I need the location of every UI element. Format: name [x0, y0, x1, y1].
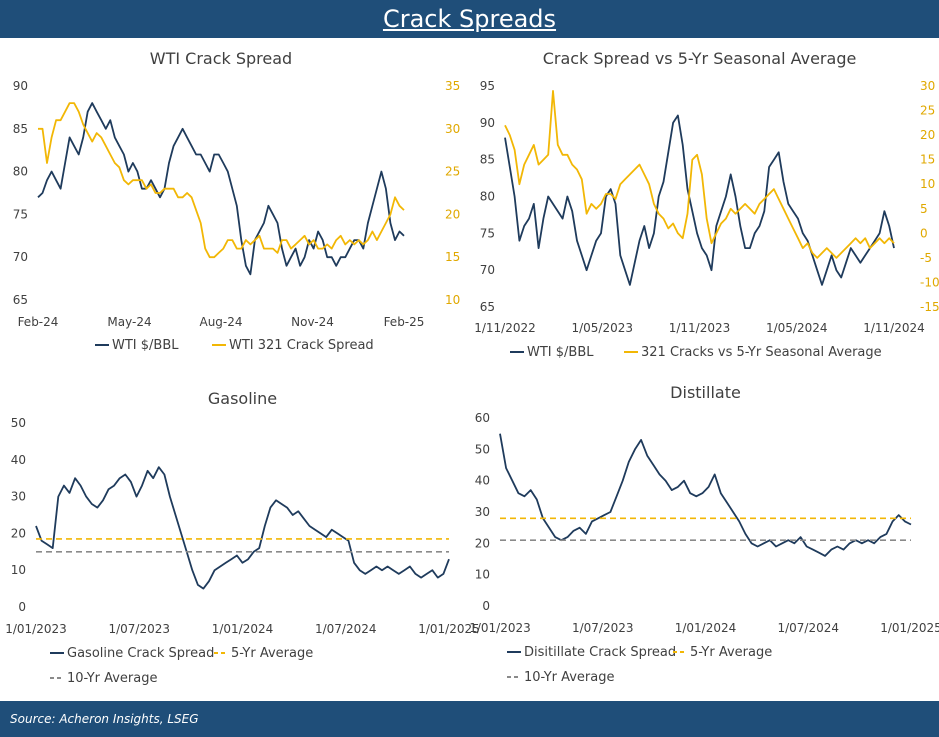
chart-wti-y2tick: 25	[445, 165, 460, 179]
chart-wti-xtick: May-24	[107, 315, 151, 329]
chart-seasonal-ytick: 85	[480, 153, 495, 167]
chart-wti-ytick: 85	[13, 122, 28, 136]
chart-distillate-xtick: 1/07/2024	[777, 621, 839, 635]
chart-gasoline-ytick: 20	[11, 526, 26, 540]
chart-wti-y2tick: 30	[445, 122, 460, 136]
chart-distillate-ytick: 0	[482, 599, 490, 613]
chart-seasonal-y2tick: 0	[920, 226, 928, 240]
chart-gasoline-ytick: 40	[11, 453, 26, 467]
chart-distillate-ytick: 10	[475, 568, 490, 582]
chart-gasoline-title: Gasoline	[208, 389, 277, 408]
chart-seasonal-y2tick: 15	[920, 153, 935, 167]
chart-seasonal-series-wti-bbl	[504, 114, 895, 286]
chart-seasonal-y2tick: 10	[920, 177, 935, 191]
chart-wti-legend-label: WTI 321 Crack Spread	[229, 338, 374, 353]
chart-distillate-title: Distillate	[670, 383, 741, 402]
chart-wti-ytick: 65	[13, 293, 28, 307]
chart-gasoline-ytick: 10	[11, 563, 26, 577]
chart-gasoline-ytick: 30	[11, 490, 26, 504]
chart-gasoline-legend-label: 5-Yr Average	[231, 646, 313, 661]
chart-wti-xtick: Aug-24	[199, 315, 242, 329]
chart-seasonal-y2tick: 25	[920, 104, 935, 118]
chart-gasoline-series-gasoline-crack-spread	[35, 466, 450, 590]
chart-wti-xtick: Feb-24	[18, 315, 59, 329]
chart-seasonal-ytick: 65	[480, 300, 495, 314]
chart-gasoline-xtick: 1/07/2024	[315, 622, 377, 636]
chart-seasonal-ytick: 70	[480, 263, 495, 277]
chart-seasonal-xtick: 1/11/2024	[863, 321, 925, 335]
chart-wti-series-wti-321-crack-spread	[38, 102, 405, 259]
chart-seasonal-legend-label: 321 Cracks vs 5-Yr Seasonal Average	[641, 345, 882, 360]
chart-distillate-legend-label: Disitillate Crack Spread	[524, 645, 676, 660]
chart-seasonal-y2tick: 30	[920, 79, 935, 93]
chart-seasonal-y2tick: -10	[920, 275, 939, 289]
chart-gasoline-legend-label: Gasoline Crack Spread	[67, 646, 214, 661]
chart-wti-y2tick: 15	[445, 250, 460, 264]
chart-wti-ytick: 90	[13, 79, 28, 93]
chart-wti-ytick: 75	[13, 207, 28, 221]
chart-wti-y2tick: 20	[445, 207, 460, 221]
chart-seasonal-y2tick: 5	[920, 202, 928, 216]
chart-wti-title: WTI Crack Spread	[150, 49, 292, 68]
chart-gasoline-xtick: 1/01/2024	[212, 622, 274, 636]
chart-distillate-ytick: 50	[475, 442, 490, 456]
chart-gasoline-xtick: 1/01/2025	[418, 622, 480, 636]
chart-wti-legend-label: WTI $/BBL	[112, 338, 179, 353]
page-title: Crack Spreads	[382, 5, 557, 33]
chart-seasonal-series-321-cracks-vs-5-yr-seasonal-average	[504, 90, 895, 259]
chart-gasoline-xtick: 1/07/2023	[108, 622, 170, 636]
chart-distillate-xtick: 1/01/2023	[469, 621, 531, 635]
chart-distillate-xtick: 1/01/2025	[880, 621, 939, 635]
chart-wti-xtick: Nov-24	[291, 315, 334, 329]
chart-distillate-xtick: 1/07/2023	[572, 621, 634, 635]
chart-distillate-xtick: 1/01/2024	[675, 621, 737, 635]
chart-distillate-ytick: 20	[475, 536, 490, 550]
chart-wti-series-wti-bbl	[37, 102, 405, 276]
chart-wti-ytick: 70	[13, 250, 28, 264]
chart-distillate-legend-label: 5-Yr Average	[690, 645, 772, 660]
chart-wti-ytick: 80	[13, 165, 28, 179]
chart-seasonal-ytick: 90	[480, 116, 495, 130]
source-note: Source: Acheron Insights, LSEG	[10, 712, 199, 726]
chart-seasonal-xtick: 1/11/2023	[669, 321, 731, 335]
chart-seasonal-xtick: 1/11/2022	[474, 321, 536, 335]
chart-seasonal-ytick: 75	[480, 226, 495, 240]
chart-wti-y2tick: 10	[445, 293, 460, 307]
chart-gasoline-ytick: 0	[18, 600, 26, 614]
chart-distillate-series-disitillate-crack-spread	[499, 433, 912, 557]
page-header: Crack Spreads	[0, 0, 939, 38]
page-footer: Source: Acheron Insights, LSEG	[0, 701, 939, 737]
chart-distillate-ytick: 40	[475, 474, 490, 488]
chart-seasonal-title: Crack Spread vs 5-Yr Seasonal Average	[543, 49, 857, 68]
chart-seasonal-xtick: 1/05/2024	[766, 321, 828, 335]
chart-seasonal-ytick: 95	[480, 79, 495, 93]
chart-seasonal-legend-label: WTI $/BBL	[527, 345, 594, 360]
chart-distillate-ytick: 60	[475, 411, 490, 425]
chart-seasonal-y2tick: -5	[920, 251, 932, 265]
chart-seasonal-xtick: 1/05/2023	[571, 321, 633, 335]
chart-seasonal-ytick: 80	[480, 190, 495, 204]
chart-gasoline-legend-label: 10-Yr Average	[67, 671, 158, 686]
chart-distillate-ytick: 30	[475, 505, 490, 519]
chart-gasoline-xtick: 1/01/2023	[5, 622, 67, 636]
chart-seasonal-y2tick: 20	[920, 128, 935, 142]
chart-gasoline-ytick: 50	[11, 416, 26, 430]
chart-wti-xtick: Feb-25	[384, 315, 425, 329]
chart-seasonal-y2tick: -15	[920, 300, 939, 314]
chart-distillate-legend-label: 10-Yr Average	[524, 670, 615, 685]
chart-wti-y2tick: 35	[445, 79, 460, 93]
